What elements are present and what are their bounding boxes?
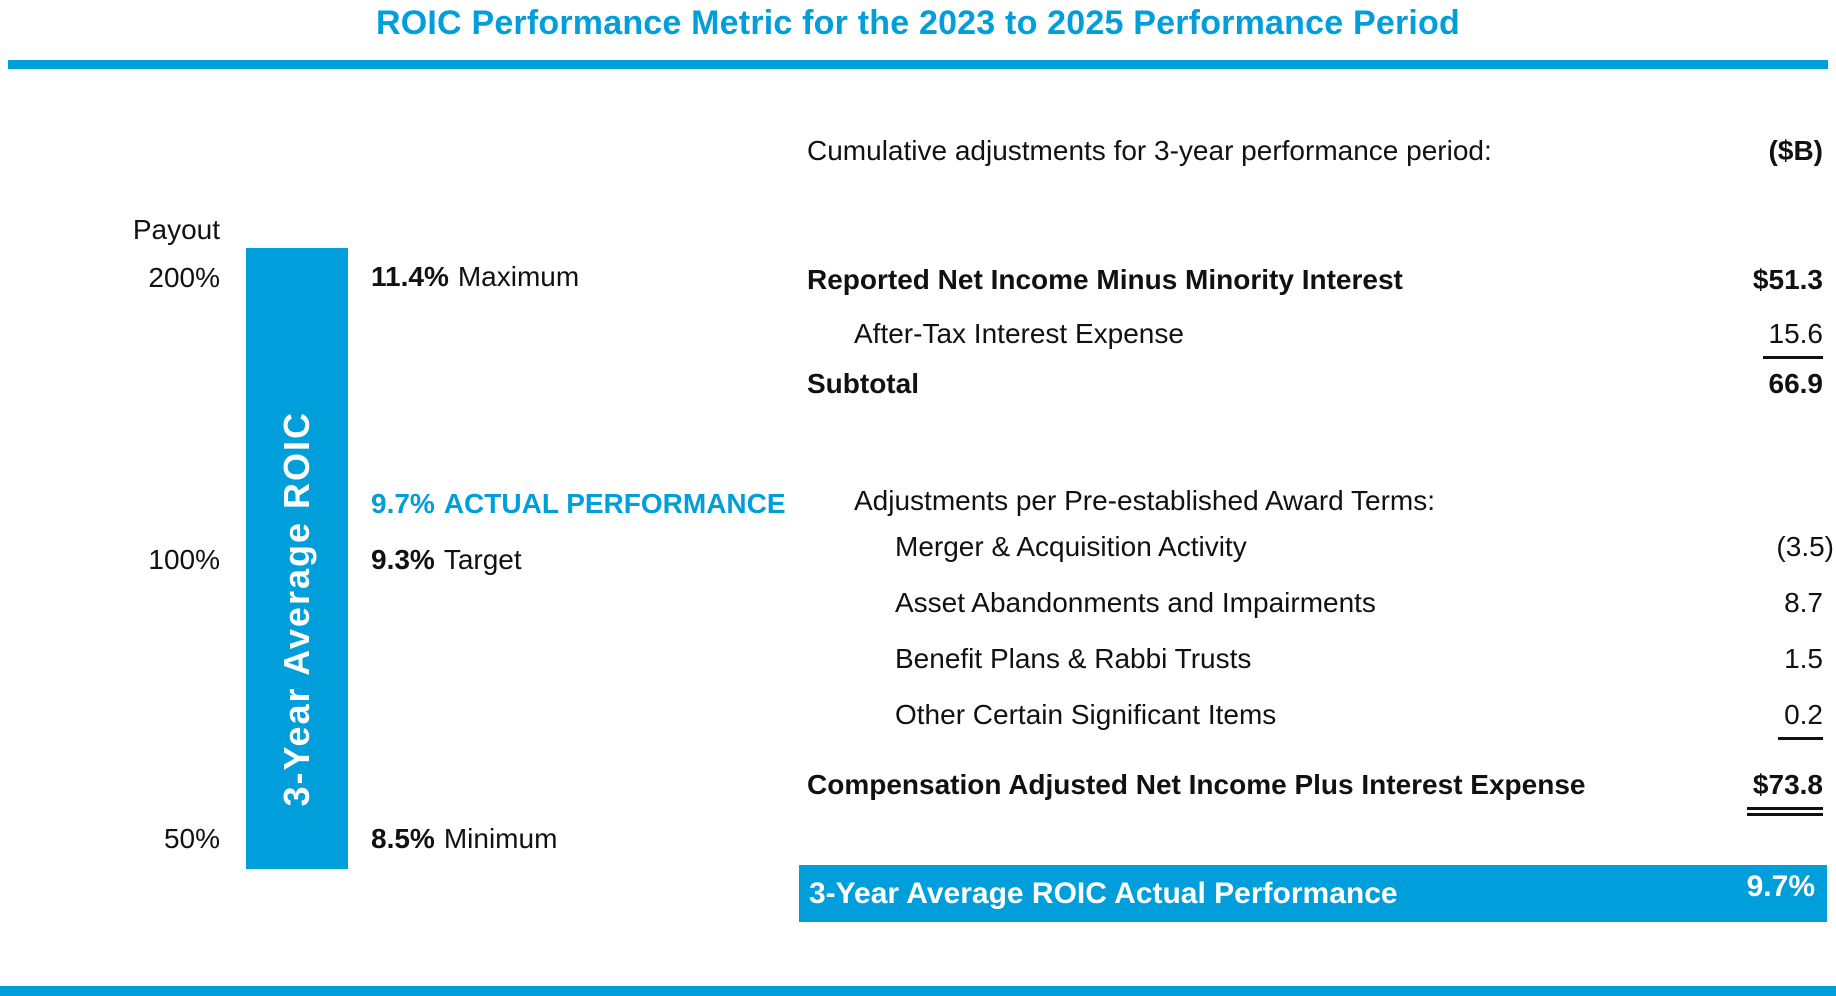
- marker-actual-value: 9.7%: [371, 488, 435, 519]
- marker-minimum-label: Minimum: [443, 823, 558, 854]
- row-label: Compensation Adjusted Net Income Plus In…: [807, 769, 1586, 800]
- marker-maximum-label: Maximum: [457, 261, 580, 292]
- row-label: Asset Abandonments and Impairments: [895, 587, 1376, 618]
- table-row-merger-acquisition: Merger & Acquisition Activity (3.5): [807, 529, 1834, 565]
- row-value: 0.2: [1778, 697, 1823, 740]
- table-row-reported-net-income: Reported Net Income Minus Minority Inter…: [807, 262, 1823, 298]
- payout-tick-100: 100%: [148, 544, 220, 575]
- row-value: $73.8: [1746, 767, 1823, 816]
- table-header-unit: ($B): [1768, 135, 1823, 166]
- row-label: Adjustments per Pre-established Award Te…: [854, 485, 1436, 516]
- bottom-rule: [0, 986, 1836, 996]
- banner-value: 9.7%: [1746, 870, 1815, 903]
- table-row-asset-abandonments: Asset Abandonments and Impairments 8.7: [807, 585, 1823, 621]
- actual-performance-banner: 3-Year Average ROIC Actual Performance 9…: [799, 865, 1827, 922]
- payout-tick-50: 50%: [163, 823, 220, 854]
- marker-maximum: 11.4% Maximum: [371, 259, 579, 295]
- page-title: ROIC Performance Metric for the 2023 to …: [376, 4, 1460, 42]
- payout-tick-200: 200%: [148, 262, 220, 293]
- title-divider-rule: [8, 60, 1828, 69]
- row-label: Benefit Plans & Rabbi Trusts: [895, 643, 1252, 674]
- row-value: 8.7: [1784, 587, 1823, 618]
- row-value: (3.5): [1776, 531, 1834, 562]
- marker-target-label: Target: [443, 544, 522, 575]
- marker-actual-label: ACTUAL PERFORMANCE: [443, 488, 786, 519]
- table-header-row: Cumulative adjustments for 3-year perfor…: [807, 133, 1823, 169]
- row-value: 66.9: [1768, 368, 1824, 399]
- table-row-other-items: Other Certain Significant Items 0.2: [807, 697, 1823, 740]
- table-row-subtotal: Subtotal 66.9: [807, 366, 1823, 402]
- row-value: 15.6: [1762, 316, 1823, 359]
- table-row-adjustments-heading: Adjustments per Pre-established Award Te…: [807, 483, 1823, 519]
- row-label: Reported Net Income Minus Minority Inter…: [807, 264, 1403, 295]
- row-value: 1.5: [1784, 643, 1823, 674]
- payout-axis-label: Payout: [132, 214, 220, 245]
- marker-actual-performance: 9.7% ACTUAL PERFORMANCE: [371, 486, 786, 522]
- banner-label: 3-Year Average ROIC Actual Performance: [809, 877, 1398, 910]
- marker-minimum: 8.5% Minimum: [371, 821, 557, 857]
- table-row-benefit-plans: Benefit Plans & Rabbi Trusts 1.5: [807, 641, 1823, 677]
- table-row-compensation-adjusted: Compensation Adjusted Net Income Plus In…: [807, 767, 1823, 816]
- roic-scale-bar-label: 3-Year Average ROIC: [276, 410, 317, 807]
- table-header-label: Cumulative adjustments for 3-year perfor…: [807, 135, 1492, 166]
- marker-minimum-value: 8.5%: [371, 823, 435, 854]
- roic-scale-bar: 3-Year Average ROIC: [246, 248, 348, 869]
- row-label: Other Certain Significant Items: [895, 699, 1277, 730]
- row-label: Subtotal: [807, 368, 919, 399]
- marker-maximum-value: 11.4%: [371, 261, 449, 292]
- marker-target-value: 9.3%: [371, 544, 435, 575]
- marker-target: 9.3% Target: [371, 542, 522, 578]
- table-row-after-tax-interest: After-Tax Interest Expense 15.6: [807, 316, 1823, 359]
- row-value: $51.3: [1752, 264, 1823, 295]
- row-label: Merger & Acquisition Activity: [895, 531, 1247, 562]
- row-label: After-Tax Interest Expense: [854, 318, 1184, 349]
